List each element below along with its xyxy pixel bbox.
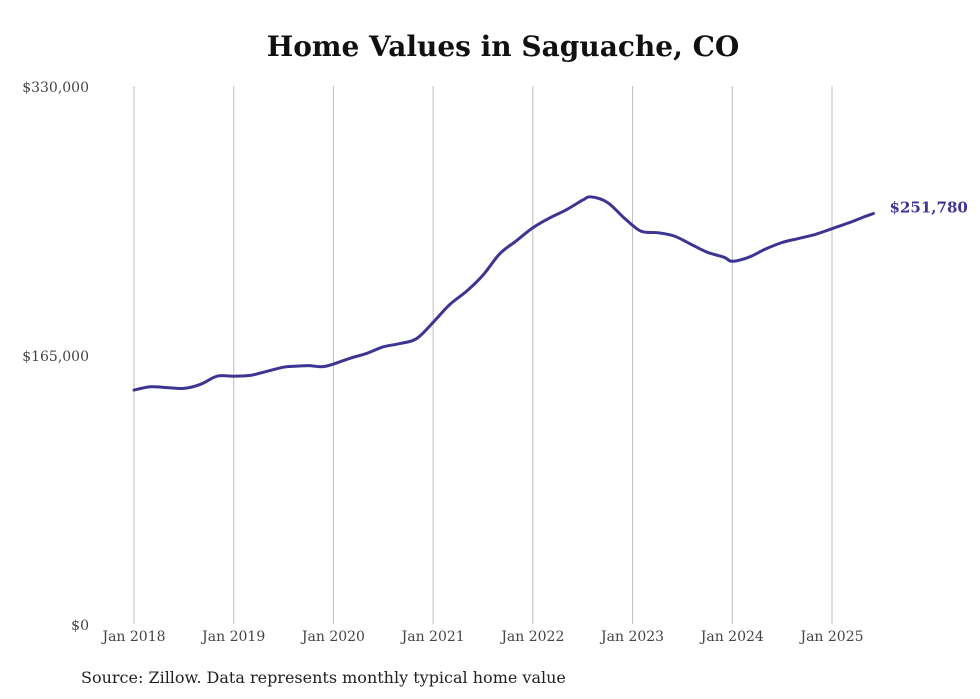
y-tick-label: $330,000: [22, 80, 89, 96]
source-note: Source: Zillow. Data represents monthly …: [81, 668, 566, 687]
x-tick-label: Jan 2024: [699, 629, 764, 645]
y-tick-label: $0: [71, 618, 89, 634]
x-tick-label: Jan 2019: [200, 629, 265, 645]
x-tick-label: Jan 2021: [400, 629, 465, 645]
x-tick-label: Jan 2023: [599, 629, 664, 645]
end-value-label: $251,780: [890, 199, 968, 217]
x-tick-label: Jan 2022: [499, 629, 564, 645]
chart-title: Home Values in Saguache, CO: [266, 30, 740, 63]
x-tick-label: Jan 2020: [300, 629, 365, 645]
y-tick-label: $165,000: [22, 349, 89, 365]
x-tick-label: Jan 2025: [798, 629, 863, 645]
x-tick-label: Jan 2018: [100, 629, 165, 645]
series-line: [132, 195, 875, 392]
